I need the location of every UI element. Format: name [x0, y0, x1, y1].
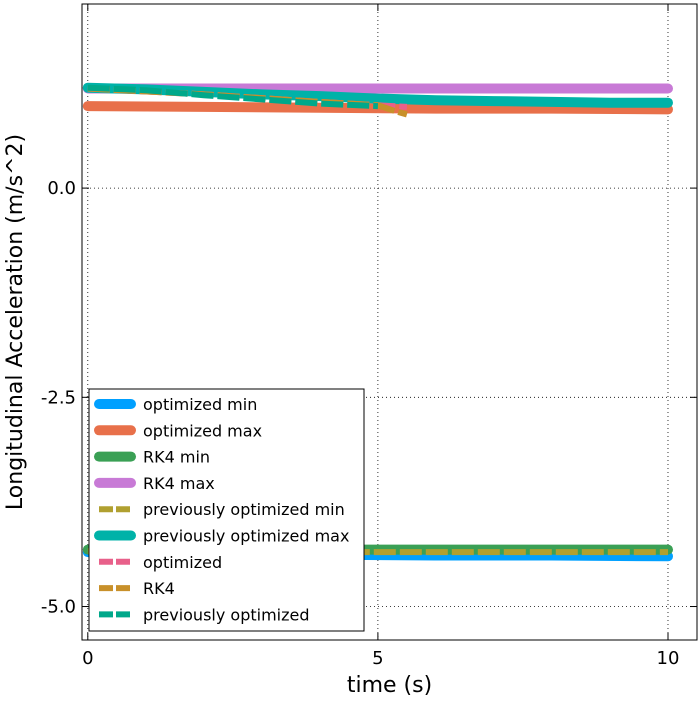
legend: optimized min optimized max RK4 min RK4 max…: [88, 388, 365, 632]
legend-label: previously optimized: [143, 605, 310, 624]
axis-ticks: 0 5 10 0.0 -2.5 -5.0: [41, 4, 697, 669]
x-tick-label: 10: [657, 648, 680, 669]
legend-label: optimized: [143, 553, 222, 572]
legend-label: previously optimized min: [143, 500, 345, 519]
y-tick-label: -5.0: [41, 597, 76, 618]
y-tick-label: -2.5: [41, 387, 76, 408]
series-line-8: [87, 84, 379, 110]
legend-label: previously optimized max: [143, 527, 349, 546]
legend-label: RK4 max: [143, 474, 215, 493]
y-axis-label: Longitudinal Acceleration (m/s^2): [3, 134, 28, 510]
legend-label: RK4 min: [143, 448, 210, 467]
legend-label: optimized min: [143, 395, 257, 414]
grid: [82, 4, 697, 640]
x-tick-label: 5: [372, 648, 383, 669]
plot-frame: [81, 3, 698, 641]
legend-label: optimized max: [143, 421, 262, 440]
legend-label: RK4: [143, 579, 175, 598]
x-axis-label: time (s): [347, 673, 432, 698]
y-tick-label: 0.0: [47, 178, 76, 199]
x-tick-label: 0: [82, 648, 93, 669]
